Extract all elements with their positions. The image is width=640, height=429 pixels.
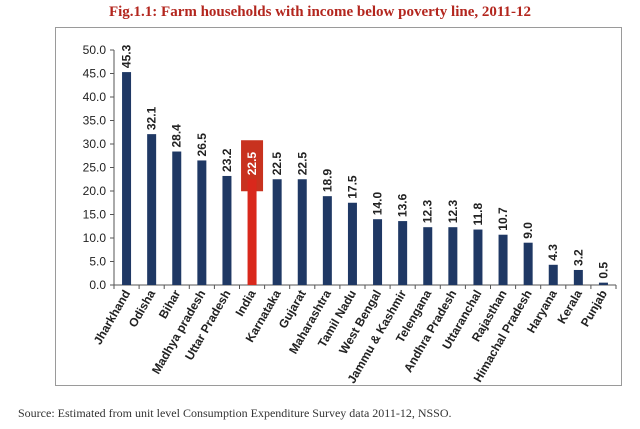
bar — [498, 234, 508, 285]
value-label: 22.5 — [295, 152, 309, 176]
value-label: 18.9 — [320, 168, 334, 192]
value-label: 12.3 — [446, 200, 460, 224]
bar — [197, 160, 207, 285]
x-tick-label: India — [233, 287, 259, 319]
y-tick-label: 45.0 — [83, 67, 107, 81]
value-label: 11.8 — [471, 203, 485, 226]
bar — [423, 227, 433, 285]
value-label: 22.5 — [270, 152, 284, 176]
value-label: 28.4 — [170, 124, 184, 148]
source-note: Source: Estimated from unit level Consum… — [18, 406, 452, 420]
value-label: 14.0 — [371, 192, 385, 216]
y-tick-label: 35.0 — [83, 114, 107, 128]
value-label: 4.3 — [546, 244, 560, 261]
value-label: 0.5 — [596, 262, 610, 279]
value-label: 23.2 — [220, 148, 234, 172]
bar — [398, 221, 408, 285]
chart-frame — [55, 27, 622, 386]
bar — [272, 179, 282, 285]
bar — [172, 151, 182, 285]
bar — [322, 196, 332, 285]
chart-title: Fig.1.1: Farm households with income bel… — [108, 4, 532, 20]
value-label: 45.3 — [120, 44, 134, 68]
value-label: 17.5 — [345, 175, 359, 199]
y-tick-label: 50.0 — [83, 43, 107, 57]
bar — [122, 72, 132, 285]
bar — [548, 264, 558, 285]
value-label: 13.6 — [396, 193, 410, 217]
value-label: 3.2 — [571, 249, 585, 266]
value-label: 10.7 — [496, 207, 510, 231]
bar — [473, 229, 483, 285]
value-label: 12.3 — [421, 200, 435, 224]
bar — [147, 134, 157, 285]
y-tick-label: 0.0 — [89, 278, 106, 292]
y-tick-label: 20.0 — [83, 184, 107, 198]
y-tick-label: 30.0 — [83, 137, 107, 151]
y-tick-label: 40.0 — [83, 90, 107, 104]
value-label: 32.1 — [145, 106, 159, 130]
bar-highlight — [247, 179, 257, 285]
bar — [573, 269, 583, 285]
bar — [297, 179, 307, 285]
x-tick-label: Jharkhand — [91, 288, 133, 348]
highlight-box — [241, 140, 264, 192]
bar — [523, 242, 533, 285]
y-tick-label: 25.0 — [83, 161, 107, 175]
value-label: 26.5 — [195, 133, 209, 157]
bar — [598, 282, 608, 285]
y-tick-label: 5.0 — [89, 255, 106, 269]
y-tick-label: 10.0 — [83, 231, 107, 245]
y-tick-label: 15.0 — [83, 208, 107, 222]
value-label: 9.0 — [521, 222, 535, 239]
bar — [347, 202, 357, 285]
bar — [373, 219, 383, 285]
bar — [448, 227, 458, 285]
bar — [222, 175, 232, 285]
value-label: 22.5 — [245, 152, 259, 176]
